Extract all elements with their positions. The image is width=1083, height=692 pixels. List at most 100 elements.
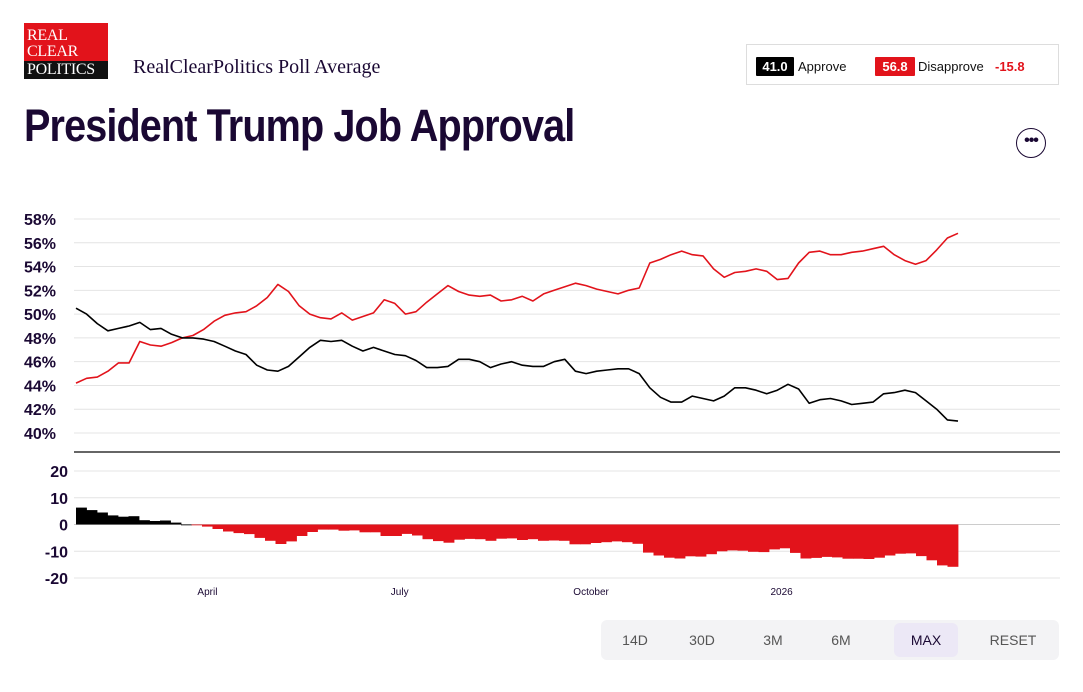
- spread-bar[interactable]: [475, 524, 486, 540]
- spread-bar[interactable]: [212, 524, 224, 530]
- spread-bar[interactable]: [580, 524, 591, 545]
- spread-bar[interactable]: [244, 524, 255, 535]
- spread-bar[interactable]: [223, 524, 234, 532]
- spread-bar[interactable]: [170, 522, 182, 525]
- spread-bar[interactable]: [643, 524, 654, 553]
- spread-tick-label: -10: [45, 544, 68, 561]
- spread-bar[interactable]: [464, 524, 476, 539]
- spread-bar[interactable]: [622, 524, 633, 543]
- spread-bar[interactable]: [443, 524, 455, 543]
- spread-bar[interactable]: [328, 524, 339, 530]
- spread-bar[interactable]: [139, 520, 150, 525]
- spread-bar[interactable]: [380, 524, 392, 537]
- spread-bar[interactable]: [433, 524, 444, 542]
- spread-bar[interactable]: [895, 524, 906, 554]
- spread-bar[interactable]: [538, 524, 549, 541]
- spread-bar[interactable]: [338, 524, 350, 531]
- spread-bar[interactable]: [695, 524, 707, 557]
- spread-bar[interactable]: [149, 521, 161, 525]
- spread-bar[interactable]: [758, 524, 770, 553]
- spread-bar[interactable]: [370, 524, 381, 533]
- spread-bar[interactable]: [874, 524, 885, 558]
- spread-bar[interactable]: [664, 524, 675, 558]
- spread-bar[interactable]: [947, 524, 959, 567]
- spread-bar[interactable]: [254, 524, 266, 538]
- range-button-6m[interactable]: 6M: [831, 632, 851, 648]
- spread-bar[interactable]: [601, 524, 612, 543]
- spread-bar[interactable]: [590, 524, 602, 544]
- spread-bar[interactable]: [191, 524, 203, 526]
- spread-bar[interactable]: [916, 524, 927, 557]
- y-tick-label: 50%: [24, 307, 56, 324]
- x-tick-label: October: [573, 587, 609, 598]
- spread-bar[interactable]: [107, 515, 119, 525]
- rcp-logo[interactable]: REAL CLEAR POLITICS: [24, 23, 108, 79]
- spread-bar[interactable]: [286, 524, 297, 542]
- spread-bar[interactable]: [506, 524, 518, 539]
- spread-bar[interactable]: [317, 524, 329, 530]
- disapprove-line[interactable]: [75, 232, 959, 384]
- spread-bar[interactable]: [359, 524, 371, 533]
- spread-bar[interactable]: [128, 516, 140, 525]
- spread-bar[interactable]: [884, 524, 896, 556]
- spread-bar[interactable]: [832, 524, 843, 558]
- spread-bar[interactable]: [275, 524, 287, 545]
- approve-label: Approve: [798, 59, 847, 74]
- spread-bar[interactable]: [632, 524, 644, 544]
- spread-bar[interactable]: [454, 524, 465, 540]
- spread-bar[interactable]: [496, 524, 507, 539]
- spread-bar[interactable]: [265, 524, 276, 541]
- spread-bar[interactable]: [401, 524, 413, 534]
- y-tick-label: 54%: [24, 260, 56, 277]
- spread-bar[interactable]: [674, 524, 686, 559]
- spread-bar[interactable]: [905, 524, 917, 554]
- spread-bar[interactable]: [569, 524, 581, 545]
- spread-bar[interactable]: [517, 524, 528, 541]
- spread-bar[interactable]: [937, 524, 948, 566]
- spread-bar[interactable]: [685, 524, 696, 557]
- spread-bar[interactable]: [611, 524, 623, 542]
- range-button-max[interactable]: MAX: [894, 623, 958, 657]
- spread-bar[interactable]: [485, 524, 497, 541]
- spread-bar[interactable]: [863, 524, 875, 560]
- spread-bar[interactable]: [748, 524, 759, 552]
- spread-bar[interactable]: [391, 524, 402, 537]
- spread-bar[interactable]: [233, 524, 245, 534]
- spread-bar[interactable]: [559, 524, 570, 541]
- spread-bar[interactable]: [307, 524, 318, 533]
- spread-bar[interactable]: [76, 507, 87, 525]
- spread-bar[interactable]: [202, 524, 213, 527]
- spread-bar[interactable]: [527, 524, 539, 540]
- spread-bar[interactable]: [118, 516, 129, 525]
- spread-bar[interactable]: [853, 524, 864, 559]
- spread-bar[interactable]: [769, 524, 780, 550]
- range-button-30d[interactable]: 30D: [689, 632, 715, 648]
- more-options-button[interactable]: •••: [1016, 128, 1046, 158]
- spread-bar[interactable]: [737, 524, 749, 551]
- spread-bar[interactable]: [842, 524, 854, 559]
- spread-bar[interactable]: [97, 512, 108, 525]
- spread-bar[interactable]: [716, 524, 728, 552]
- spread-bar[interactable]: [727, 524, 738, 551]
- spread-bar[interactable]: [349, 524, 360, 531]
- spread-bar[interactable]: [296, 524, 308, 537]
- spread-bar[interactable]: [926, 524, 938, 561]
- range-button-3m[interactable]: 3M: [763, 632, 783, 648]
- spread-bar[interactable]: [790, 524, 801, 553]
- spread-bar[interactable]: [811, 524, 822, 558]
- range-button-reset[interactable]: RESET: [989, 632, 1037, 648]
- spread-bar[interactable]: [800, 524, 812, 559]
- approve-line[interactable]: [75, 307, 959, 422]
- spread-bar[interactable]: [548, 524, 560, 541]
- spread-bar[interactable]: [653, 524, 665, 556]
- spread-bar[interactable]: [86, 510, 98, 525]
- spread-bar[interactable]: [181, 524, 192, 526]
- spread-bar[interactable]: [779, 524, 791, 549]
- spread-bar[interactable]: [412, 524, 423, 536]
- spread-bar[interactable]: [706, 524, 717, 555]
- spread-bar[interactable]: [821, 524, 833, 557]
- spread-bar[interactable]: [422, 524, 434, 540]
- range-button-14d[interactable]: 14D: [622, 632, 648, 648]
- spread-bar[interactable]: [160, 520, 171, 525]
